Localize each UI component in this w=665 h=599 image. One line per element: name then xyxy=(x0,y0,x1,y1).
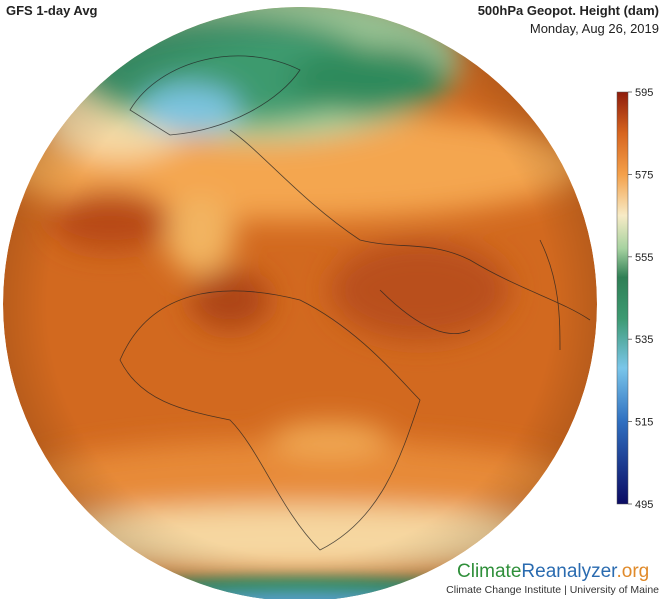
colorbar-tick-label: 535 xyxy=(635,334,653,346)
date: Monday, Aug 26, 2019 xyxy=(530,21,659,36)
colorbar-tick-label: 495 xyxy=(635,499,653,511)
logo-part: .org xyxy=(616,561,649,582)
globe xyxy=(3,7,597,599)
title: GFS 1-day Avg xyxy=(6,3,98,18)
logo-subtitle: Climate Change Institute | University of… xyxy=(446,584,659,596)
logo: ClimateReanalyzer.org xyxy=(457,561,649,582)
variable: 500hPa Geopot. Height (dam) xyxy=(478,3,659,18)
logo-part: Reanalyzer xyxy=(521,561,618,582)
colorbar-tick-label: 595 xyxy=(635,87,653,99)
colorbar-ramp xyxy=(616,91,629,505)
colorbar-tick-label: 555 xyxy=(635,252,653,264)
logo-part: Climate xyxy=(457,561,521,582)
colorbar-tick-label: 575 xyxy=(635,169,653,181)
colorbar: 495 515 535 555 575 595 xyxy=(616,87,653,511)
colorbar-tick-label: 515 xyxy=(635,417,653,429)
